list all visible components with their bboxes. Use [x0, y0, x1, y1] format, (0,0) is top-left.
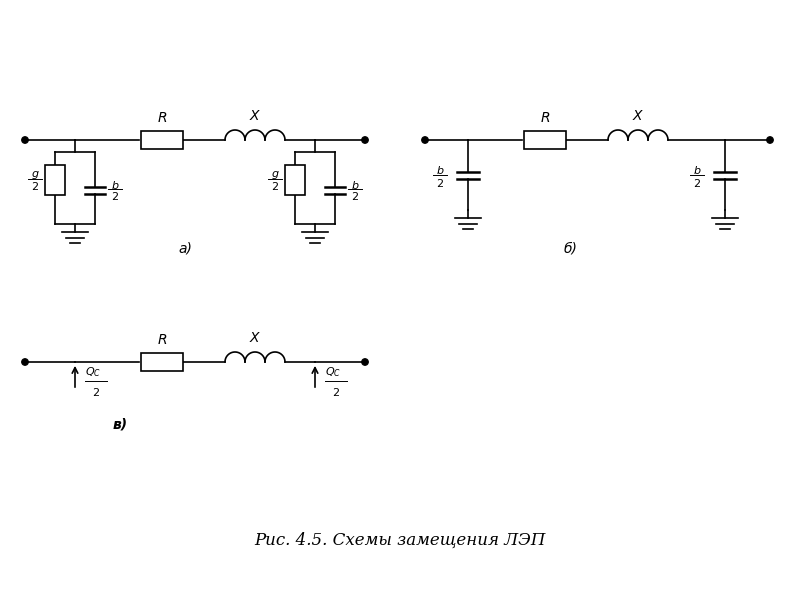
Circle shape	[22, 137, 28, 143]
Text: $X$: $X$	[249, 331, 261, 345]
Text: $b$: $b$	[436, 164, 444, 176]
Text: $Q_C$: $Q_C$	[85, 365, 101, 379]
Text: $X$: $X$	[632, 109, 644, 123]
Text: $2$: $2$	[436, 177, 444, 189]
Bar	[45, 165, 65, 195]
Text: $g$
$2$: $g$ $2$	[30, 169, 39, 191]
Text: а): а)	[178, 241, 192, 255]
Circle shape	[362, 359, 368, 365]
Circle shape	[422, 137, 428, 143]
Bar	[285, 165, 305, 195]
Circle shape	[362, 137, 368, 143]
Text: $b$: $b$	[693, 164, 702, 176]
Text: $2$: $2$	[693, 177, 701, 189]
Circle shape	[22, 359, 28, 365]
Bar	[141, 131, 183, 149]
Text: $g$
$2$: $g$ $2$	[270, 169, 279, 191]
Circle shape	[766, 137, 773, 143]
Text: в): в)	[113, 418, 127, 432]
Text: $X$: $X$	[249, 109, 261, 123]
Text: $R$: $R$	[157, 111, 167, 125]
Bar	[141, 353, 183, 371]
Text: $2$: $2$	[332, 386, 340, 398]
Text: $R$: $R$	[540, 111, 550, 125]
Text: $R$: $R$	[157, 333, 167, 347]
Text: б): б)	[563, 241, 577, 255]
Text: $Q_C$: $Q_C$	[325, 365, 341, 379]
Bar	[524, 131, 566, 149]
Text: $b$
$2$: $b$ $2$	[350, 179, 359, 202]
Text: $b$
$2$: $b$ $2$	[110, 179, 119, 202]
Text: $2$: $2$	[92, 386, 100, 398]
Text: Рис. 4.5. Схемы замещения ЛЭП: Рис. 4.5. Схемы замещения ЛЭП	[254, 532, 546, 548]
